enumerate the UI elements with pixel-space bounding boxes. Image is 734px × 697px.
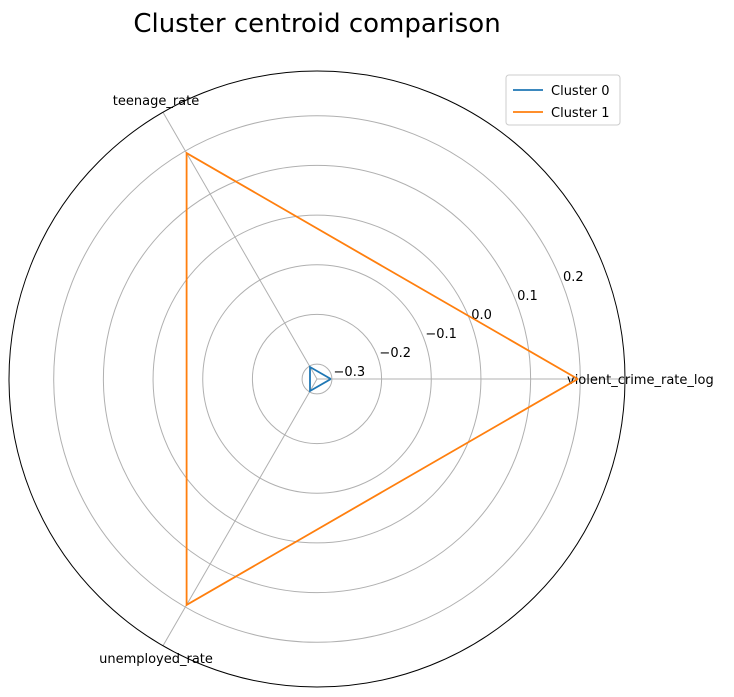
legend-label-cluster-0: Cluster 0 [551,84,610,99]
r-tick-label: 0.1 [517,289,538,304]
grid-layer [8,70,626,688]
axis-label-violent_crime_rate_log: violent_crime_rate_log [567,373,714,388]
series-layer [185,151,579,607]
r-tick-label: 0.2 [563,270,584,285]
chart-title: Cluster centroid comparison [133,9,500,39]
spoke-unemployed_rate [162,378,318,646]
r-tick-label: −0.2 [379,346,411,361]
r-tick-label: −0.3 [334,365,366,380]
r-tick-label: 0.0 [471,308,492,323]
series-line-cluster-1 [185,151,579,607]
series-line-cluster-0 [309,365,332,393]
axis-label-layer: violent_crime_rate_log teenage_rateunempl… [99,94,714,667]
outer-frame [8,70,626,688]
axis-label-teenage_rate: teenage_rate [113,94,199,109]
tick-layer: −0.3 −0.2 −0.1 0.0 0.1 0.2 [334,270,584,380]
legend: Cluster 0 Cluster 1 [505,74,621,126]
legend-label-cluster-1: Cluster 1 [551,106,610,121]
r-tick-label: −0.1 [425,327,457,342]
axis-label-unemployed_rate: unemployed_rate [99,652,213,667]
spoke-teenage_rate [162,112,318,380]
